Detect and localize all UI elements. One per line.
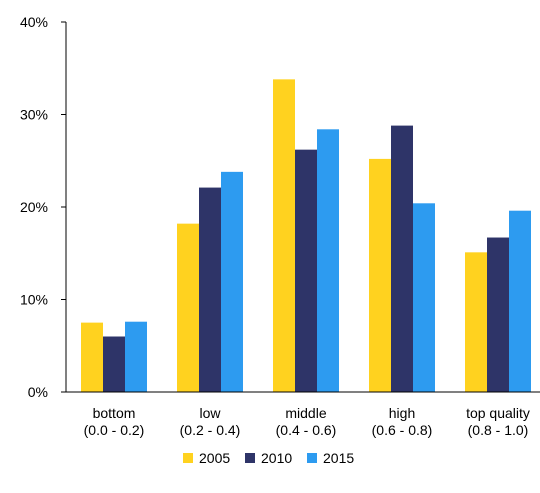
bar-2015 <box>317 129 339 393</box>
x-category-label: middle <box>285 405 326 421</box>
y-axis-ticks: 0% 10% 20% 30% 40% <box>20 14 66 400</box>
y-tick-label: 40% <box>20 14 48 30</box>
legend-label-2010: 2010 <box>261 450 292 466</box>
bar-2015 <box>413 203 435 392</box>
bar-2010 <box>391 125 413 392</box>
bar-2010 <box>199 187 221 392</box>
bar-2005 <box>273 79 295 392</box>
x-category-label: low <box>199 405 221 421</box>
x-category-label: high <box>389 405 415 421</box>
y-tick-label: 10% <box>20 292 48 308</box>
legend-label-2015: 2015 <box>323 450 354 466</box>
bar-2005 <box>369 158 391 392</box>
x-category-label: (0.6 - 0.8) <box>372 422 433 438</box>
legend: 2005 2010 2015 <box>183 450 354 466</box>
x-category-label: (0.0 - 0.2) <box>84 422 145 438</box>
x-category-label: (0.4 - 0.6) <box>276 422 337 438</box>
legend-swatch-2005 <box>183 453 193 463</box>
bar-2010 <box>295 149 317 392</box>
bar-2005 <box>81 322 103 392</box>
x-category-label: (0.2 - 0.4) <box>180 422 241 438</box>
x-category-label: bottom <box>93 405 136 421</box>
bar-2015 <box>125 321 147 392</box>
bar-2015 <box>221 171 243 392</box>
bar-2010 <box>103 336 125 392</box>
bar-2015 <box>509 210 531 392</box>
bars <box>81 79 531 393</box>
legend-swatch-2015 <box>307 453 317 463</box>
legend-swatch-2010 <box>245 453 255 463</box>
bar-2010 <box>487 237 509 392</box>
y-tick-label: 20% <box>20 199 48 215</box>
x-category-label: (0.8 - 1.0) <box>468 422 529 438</box>
axes <box>65 22 540 393</box>
y-tick-label: 0% <box>28 384 48 400</box>
y-tick-label: 30% <box>20 107 48 123</box>
bar-2005 <box>177 223 199 392</box>
x-axis-labels: bottom(0.0 - 0.2)low(0.2 - 0.4)middle(0.… <box>84 405 530 438</box>
legend-label-2005: 2005 <box>199 450 230 466</box>
x-category-label: top quality <box>466 405 530 421</box>
bar-2005 <box>465 252 487 392</box>
